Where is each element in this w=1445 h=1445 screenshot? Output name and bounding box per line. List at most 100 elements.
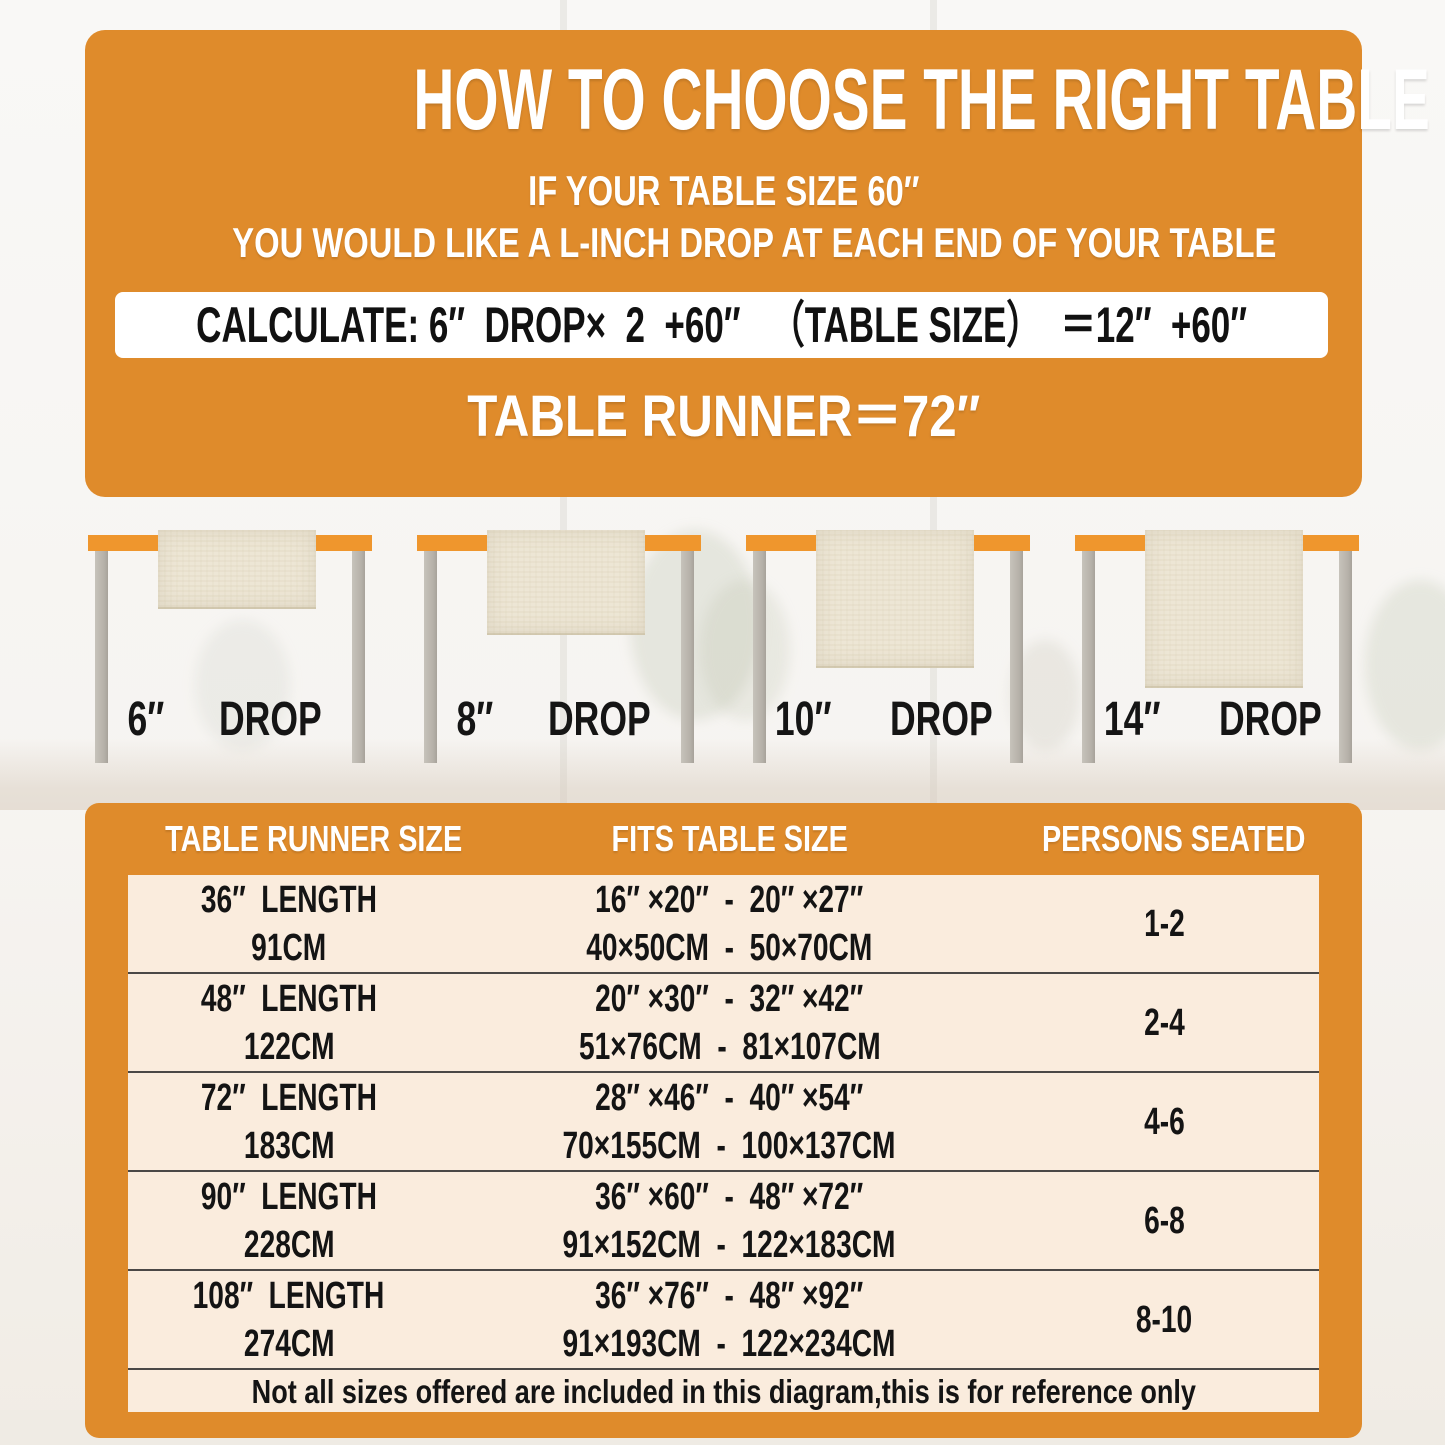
runner-cm: 274CM [243,1322,335,1365]
header-runner-size: TABLE RUNNER SIZE [165,818,463,859]
fits-cm: 91×152CM - 122×183CM [562,1223,896,1266]
size-table-panel: TABLE RUNNER SIZE FITS TABLE SIZE PERSON… [85,803,1362,1438]
runner-cloth [816,530,974,668]
persons-value: 6-8 [1143,1199,1185,1242]
fits-size-cell: 20″ ×30″ - 32″ ×42″ 51×76CM - 81×107CM [450,974,1010,1071]
fits-inches: 28″ ×46″ - 40″ ×54″ [595,1076,864,1119]
runner-cloth [158,530,316,609]
drop-word: DROP [218,693,322,746]
persons-cell: 1-2 [1009,875,1319,972]
drop-size: 14″ [1104,693,1161,746]
drop-label: 8″ DROP [377,693,741,747]
header-persons-seated: PERSONS SEATED [1042,818,1306,859]
table-leg-left [424,551,437,763]
reference-note: Not all sizes offered are included in th… [251,1373,1196,1410]
persons-value: 2-4 [1143,1001,1185,1044]
tabletop-bar [88,535,158,551]
table-row: 48″ LENGTH 122CM 20″ ×30″ - 32″ ×42″ 51×… [128,974,1319,1073]
fits-inches: 16″ ×20″ - 20″ ×27″ [595,878,864,921]
runner-cm: 228CM [243,1223,335,1266]
drop-label: 6″ DROP [48,693,412,747]
runner-cm: 91CM [251,926,327,969]
table-leg-left [1082,551,1095,763]
runner-size-cell: 108″ LENGTH 274CM [128,1271,450,1368]
drop-word: DROP [547,693,651,746]
persons-value: 1-2 [1143,902,1185,945]
drop-size: 8″ [456,693,494,746]
tabletop-bar [645,535,701,551]
runner-length: 48″ LENGTH [200,977,377,1020]
runner-cm: 122CM [243,1025,335,1068]
table-diagram: 8″ DROP [417,530,701,801]
drop-word: DROP [889,693,993,746]
fits-inches: 20″ ×30″ - 32″ ×42″ [595,977,864,1020]
drop-word: DROP [1218,693,1322,746]
table-row: 36″ LENGTH 91CM 16″ ×20″ - 20″ ×27″ 40×5… [128,875,1319,974]
tabletop-bar [746,535,816,551]
table-diagram: 6″ DROP [88,530,372,801]
drop-size: 10″ [775,693,832,746]
background-plant [630,530,760,720]
size-table-header: TABLE RUNNER SIZE FITS TABLE SIZE PERSON… [128,803,1319,875]
calculation-result: TABLE RUNNER＝72″ [466,384,980,449]
tabletop-bar [1075,535,1145,551]
runner-cloth [1145,530,1303,688]
fits-inches: 36″ ×60″ - 48″ ×72″ [595,1175,864,1218]
fits-cm: 91×193CM - 122×234CM [562,1322,896,1365]
runner-size-cell: 36″ LENGTH 91CM [128,875,450,972]
fits-cm: 70×155CM - 100×137CM [562,1124,896,1167]
calculation-formula: CALCULATE: 6″ DROP× 2 +60″ （TABLE SIZE） … [196,297,1247,353]
persons-value: 4-6 [1143,1100,1185,1143]
calculation-box: CALCULATE: 6″ DROP× 2 +60″ （TABLE SIZE） … [115,292,1328,358]
fits-cm: 40×50CM - 50×70CM [586,926,873,969]
background-plant [700,580,790,720]
subtitle-line-1: IF YOUR TABLE SIZE 60″ [527,167,920,214]
table-row: 90″ LENGTH 228CM 36″ ×60″ - 48″ ×72″ 91×… [128,1172,1319,1271]
persons-value: 8-10 [1136,1298,1193,1341]
tabletop-bar [417,535,487,551]
fits-size-cell: 16″ ×20″ - 20″ ×27″ 40×50CM - 50×70CM [450,875,1010,972]
runner-size-cell: 48″ LENGTH 122CM [128,974,450,1071]
runner-length: 36″ LENGTH [200,878,377,921]
fits-size-cell: 36″ ×60″ - 48″ ×72″ 91×152CM - 122×183CM [450,1172,1010,1269]
persons-cell: 2-4 [1009,974,1319,1071]
runner-cm: 183CM [243,1124,335,1167]
tabletop-bar [316,535,372,551]
drop-diagram: 6″ DROP 8″ DROP 10″ DROP [0,497,1445,803]
persons-cell: 6-8 [1009,1172,1319,1269]
background-plant [1365,580,1445,750]
table-row: 72″ LENGTH 183CM 28″ ×46″ - 40″ ×54″ 70×… [128,1073,1319,1172]
table-leg-right [1010,551,1023,763]
tabletop-bar [974,535,1030,551]
fits-inches: 36″ ×76″ - 48″ ×92″ [595,1274,864,1317]
runner-size-cell: 72″ LENGTH 183CM [128,1073,450,1170]
drop-label: 14″ DROP [1035,693,1399,747]
fits-cm: 51×76CM - 81×107CM [578,1025,881,1068]
header-banner: HOW TO CHOOSE THE RIGHT TABLE RUNNER IF … [85,30,1430,497]
main-title: HOW TO CHOOSE THE RIGHT TABLE RUNNER [413,52,1430,148]
table-diagram: 10″ DROP [746,530,1030,801]
fits-size-cell: 36″ ×76″ - 48″ ×92″ 91×193CM - 122×234CM [450,1271,1010,1368]
header-fits-table-size: FITS TABLE SIZE [611,818,848,859]
size-table-rows: 36″ LENGTH 91CM 16″ ×20″ - 20″ ×27″ 40×5… [128,875,1319,1370]
runner-cloth [487,530,645,635]
table-leg-right [681,551,694,763]
table-leg-right [1339,551,1352,763]
table-leg-left [95,551,108,763]
persons-cell: 8-10 [1009,1271,1319,1368]
background-floor [0,738,1445,810]
runner-length: 72″ LENGTH [200,1076,377,1119]
size-table-body: 36″ LENGTH 91CM 16″ ×20″ - 20″ ×27″ 40×5… [128,875,1319,1412]
subtitle-line-2: YOU WOULD LIKE A L-INCH DROP AT EACH END… [232,219,1277,266]
table-leg-left [753,551,766,763]
persons-cell: 4-6 [1009,1073,1319,1170]
drop-size: 6″ [127,693,165,746]
drop-label: 10″ DROP [706,693,1070,747]
background-plant [195,620,290,750]
runner-size-cell: 90″ LENGTH 228CM [128,1172,450,1269]
fits-size-cell: 28″ ×46″ - 40″ ×54″ 70×155CM - 100×137CM [450,1073,1010,1170]
runner-length: 108″ LENGTH [192,1274,385,1317]
table-leg-right [352,551,365,763]
tabletop-bar [1303,535,1359,551]
